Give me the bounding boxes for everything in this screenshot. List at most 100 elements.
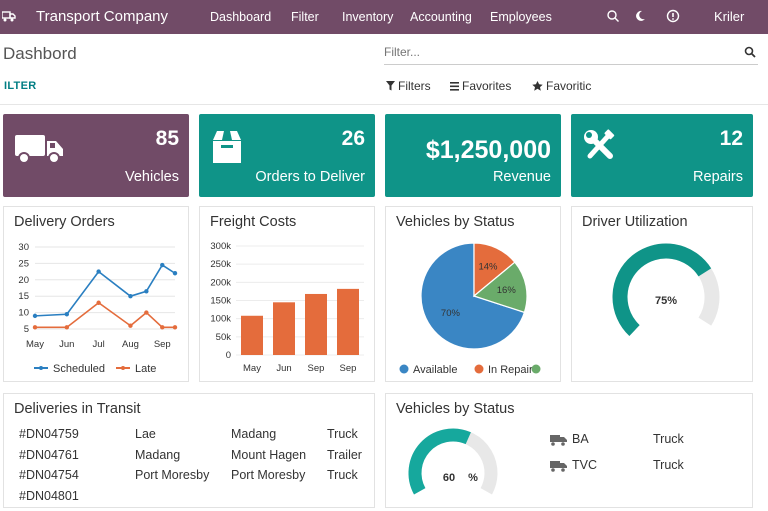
- nav-inventory[interactable]: Inventory: [342, 10, 394, 24]
- favorites-button-label: Favorites: [462, 79, 512, 93]
- star-icon: [532, 81, 543, 91]
- kpi-card-orders[interactable]: 26 Orders to Deliver: [199, 114, 375, 197]
- favoritic-button-label: Favoritic: [546, 79, 592, 93]
- pie-slice: [472, 261, 528, 314]
- status-gauge: 60%: [408, 428, 498, 495]
- panel-delivery-orders: 5 10 15 20 25 30 May Jun Jul Aug Sep Scheduled Late …: [3, 206, 189, 382]
- transit-from: Lae: [135, 427, 156, 441]
- bar: [241, 315, 263, 355]
- y-tick-label: 20: [18, 275, 29, 286]
- favoritic-button[interactable]: Favoritic: [532, 79, 591, 93]
- user-menu[interactable]: Kriler: [714, 9, 745, 24]
- status-code: TVC: [572, 458, 597, 472]
- kpi-label: Repairs: [693, 169, 743, 185]
- info-icon[interactable]: [666, 9, 680, 23]
- tools-icon: [584, 129, 615, 159]
- search-icon[interactable]: [606, 9, 620, 23]
- slice-label: 70%: [441, 308, 461, 319]
- data-point: [128, 294, 133, 299]
- bar: [305, 293, 327, 355]
- legend-label: In Repair: [488, 364, 533, 376]
- favorites-button[interactable]: Favorites: [450, 79, 511, 93]
- search-input[interactable]: [384, 45, 724, 59]
- panel-freight-costs: 0 50k 100k 150k 200k 250k 300k May Jun Sep Sep Fre…: [199, 206, 375, 382]
- y-tick-label: 200k: [210, 277, 231, 288]
- y-tick-label: 100k: [210, 314, 231, 325]
- legend-marker: [39, 366, 43, 370]
- panel-title: Freight Costs: [210, 214, 297, 230]
- x-tick-label: May: [243, 363, 261, 374]
- app-title[interactable]: Transport Company: [36, 8, 168, 25]
- y-tick-label: 25: [18, 258, 29, 269]
- status-type: Truck: [653, 432, 684, 446]
- delivery-orders-chart: 5 10 15 20 25 30 May Jun Jul Aug Sep Scheduled Late: [18, 242, 178, 375]
- data-point: [96, 269, 101, 274]
- data-point: [160, 262, 165, 268]
- nav-filter[interactable]: Filter: [291, 10, 319, 24]
- bar: [273, 302, 295, 355]
- kpi-label: Vehicles: [124, 169, 179, 185]
- truck-icon: [15, 135, 63, 164]
- panel-title: Driver Utilization: [582, 214, 688, 230]
- legend-label: Scheduled: [53, 363, 105, 375]
- status-code: BA: [572, 432, 589, 446]
- transit-to: Mount Hagen: [231, 447, 307, 462]
- y-tick-label: 10: [18, 308, 29, 319]
- y-tick-label: 300k: [210, 241, 231, 252]
- kpi-card-repairs[interactable]: 12 Repairs: [571, 114, 753, 197]
- box-icon: [213, 131, 241, 163]
- x-tick-label: Jun: [276, 363, 291, 374]
- panel-driver-utilization: 75% Driver Utilization: [571, 206, 753, 382]
- apps-truck-icon[interactable]: [2, 9, 16, 23]
- data-point: [32, 313, 38, 319]
- list-icon: [450, 82, 459, 91]
- pie-slice: [420, 242, 526, 350]
- filter-label: ILTER: [4, 80, 37, 92]
- panel-deliveries-in-transit: Deliveries in Transit #DN04759 Lae Madang T…: [3, 393, 375, 508]
- transit-from: Port Moresby: [135, 468, 210, 482]
- transit-to: Madang: [231, 427, 277, 441]
- status-type: Truck: [653, 458, 684, 472]
- data-point: [144, 310, 149, 315]
- data-point: [32, 325, 38, 330]
- transit-id: #DN04754: [19, 468, 79, 482]
- truck-icon: [550, 435, 567, 446]
- truck-icon: [550, 461, 567, 472]
- kpi-value: 26: [341, 127, 365, 150]
- data-point: [172, 271, 178, 276]
- y-tick-label: 0: [226, 350, 231, 361]
- search-icon[interactable]: [744, 46, 756, 58]
- transit-type: Truck: [327, 427, 358, 441]
- funnel-icon: [386, 81, 395, 91]
- kpi-value: 12: [719, 127, 743, 150]
- panel-title: Vehicles by Status: [396, 401, 515, 417]
- panel-title: Delivery Orders: [14, 214, 115, 230]
- gauge-value: 60: [443, 472, 455, 484]
- legend-label: Available: [413, 364, 457, 376]
- transit-type: Trailer: [327, 447, 362, 462]
- y-tick-label: 50k: [216, 332, 232, 343]
- data-point: [160, 325, 165, 330]
- transit-id: #DN04759: [19, 427, 79, 441]
- moon-icon[interactable]: [633, 9, 647, 23]
- kpi-card-vehicles[interactable]: 85 Vehicles: [3, 114, 189, 197]
- nav-employees[interactable]: Employees: [490, 10, 552, 24]
- panel-vehicles-by-status-2: 60% Vehicles by Status BA Truck TVC Truck: [385, 393, 753, 508]
- filters-button[interactable]: Filters: [386, 79, 431, 93]
- y-tick-label: 5: [24, 324, 29, 335]
- vehicles-status-chart: 70% 14% 16% Available In Repair: [399, 242, 541, 376]
- nav-dashboard[interactable]: Dashboard: [210, 10, 272, 24]
- kpi-card-revenue[interactable]: $1,250,000 Revenue: [385, 114, 561, 197]
- kpi-label: Orders to Deliver: [255, 169, 365, 185]
- legend-swatch: [531, 364, 541, 374]
- legend-swatch: [399, 364, 409, 374]
- legend-swatch: [474, 364, 484, 374]
- gauge-unit: %: [468, 472, 478, 484]
- search-bar: [384, 41, 758, 65]
- x-tick-label: Jul: [93, 339, 105, 350]
- x-tick-label: Sep: [340, 363, 357, 374]
- nav-accounting[interactable]: Accounting: [410, 10, 472, 24]
- top-navbar: Transport Company Dashboard Filter Inven…: [0, 0, 768, 34]
- filters-button-label: Filters: [398, 79, 431, 93]
- gauge-fill: [612, 243, 712, 336]
